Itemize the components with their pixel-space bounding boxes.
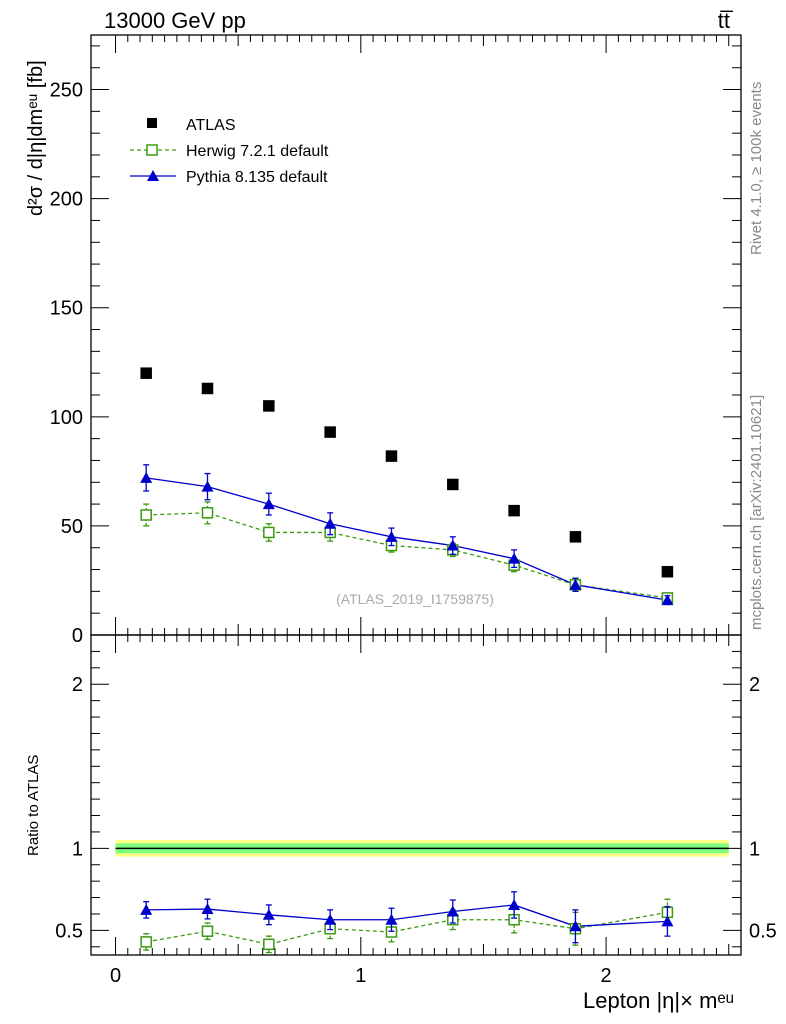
- legend-atlas-label: ATLAS: [186, 117, 236, 134]
- ratio-y-tick-label-left: 0.5: [55, 920, 83, 942]
- main-y-tick-label: 150: [50, 298, 83, 320]
- energy-label: 13000 GeV pp: [104, 8, 246, 33]
- pythia-point: [569, 578, 582, 590]
- legend-pythia-marker: [147, 170, 159, 181]
- main-y-tick-label: 50: [61, 516, 83, 538]
- ratio-plot: 0 1 2 0.5 0.5 1 1 2 2: [55, 634, 777, 987]
- ratio-herwig-point: [201, 925, 214, 937]
- main-y-tick-label: 100: [50, 407, 83, 429]
- atlas-point: [569, 531, 582, 543]
- process-label: tt̅: [718, 8, 734, 33]
- pythia-point: [508, 552, 521, 564]
- ratio-y-tick-label-right: 1: [749, 838, 760, 860]
- atlas-point: [661, 565, 674, 578]
- pythia-point: [446, 539, 459, 551]
- ratio-pythia-line: [146, 904, 668, 927]
- atlas-point: [201, 382, 214, 395]
- pythia-point: [201, 480, 214, 492]
- main-plot: 0 50 100 150 200 250: [50, 34, 742, 647]
- ratio-y-tick-label-left: 2: [72, 674, 83, 696]
- pythia-point: [385, 530, 398, 542]
- ratio-pythia-point: [446, 905, 459, 917]
- x-tick-label: 1: [355, 965, 366, 987]
- main-y-tick-label: 0: [72, 625, 83, 647]
- pythia-point: [661, 594, 674, 606]
- main-y-tick-label: 250: [50, 80, 83, 102]
- main-y-tick-label: 200: [50, 189, 83, 211]
- atlas-point: [508, 504, 520, 517]
- ratio-y-tick-label-right: 0.5: [749, 920, 777, 942]
- ratio-pythia-point: [262, 908, 275, 920]
- main-ylabel: d²σ / d|η|dmᵉᵘ [fb]: [25, 60, 47, 216]
- herwig-point: [263, 526, 275, 539]
- ratio-pythia-point: [324, 913, 337, 925]
- ratio-ylabel: Ratio to ATLAS: [25, 755, 42, 856]
- atlas-point: [324, 426, 336, 438]
- ratio-pythia-point: [201, 903, 214, 915]
- ratio-y-tick-label-left: 1: [72, 838, 83, 860]
- herwig-point: [201, 507, 214, 519]
- ratio-frame: [90, 634, 742, 956]
- pythia-point: [140, 471, 153, 483]
- legend-pythia-label: Pythia 8.135 default: [186, 169, 328, 186]
- legend-herwig-marker: [146, 144, 158, 156]
- atlas-point: [263, 400, 275, 412]
- mcplots-label: mcplots.cern.ch [arXiv:2401.10621]: [748, 395, 765, 630]
- ratio-pythia-point: [508, 898, 521, 910]
- x-tick-label: 0: [110, 965, 121, 987]
- pythia-point: [262, 498, 275, 510]
- ratio-pythia-point: [569, 920, 582, 932]
- ratio-y-tick-label-right: 2: [749, 674, 760, 696]
- ratio-herwig-line: [146, 911, 668, 946]
- legend-atlas-marker: [147, 118, 157, 128]
- ratio-pythia-point: [661, 915, 674, 927]
- ratio-pythia-point: [385, 913, 398, 925]
- ratio-herwig-point: [140, 936, 152, 948]
- atlas-point: [447, 478, 459, 491]
- pythia-point: [324, 517, 337, 529]
- herwig-point: [140, 509, 152, 521]
- herwig-line: [146, 512, 668, 599]
- xlabel: Lepton |η|× mᵉᵘ: [583, 988, 734, 1013]
- analysis-watermark: (ATLAS_2019_I1759875): [336, 591, 494, 607]
- x-tick-label: 2: [601, 965, 612, 987]
- ratio-pythia-point: [140, 903, 153, 915]
- rivet-label: Rivet 4.1.0, ≥ 100k events: [748, 82, 765, 255]
- atlas-point: [140, 367, 152, 379]
- ratio-herwig-point: [263, 938, 275, 951]
- atlas-point: [385, 450, 398, 462]
- legend-herwig-label: Herwig 7.2.1 default: [186, 143, 329, 160]
- legend: ATLAS Herwig 7.2.1 default Pythia 8.135 …: [130, 117, 329, 186]
- pythia-line: [146, 477, 668, 601]
